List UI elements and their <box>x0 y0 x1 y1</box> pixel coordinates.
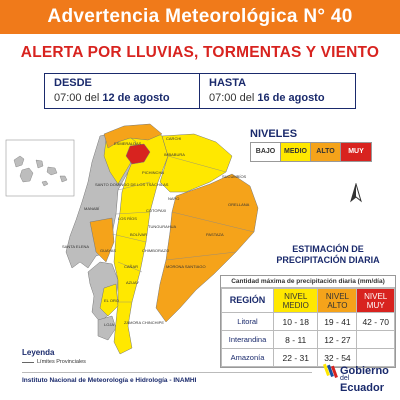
flag-stripes-icon <box>323 363 338 378</box>
label-guayas: GUAYAS <box>100 248 116 253</box>
row-alto: 12 - 27 <box>317 330 358 349</box>
region-muy <box>125 143 151 165</box>
legend-item: Límites Provinciales <box>22 359 86 365</box>
label-pastaza: PASTAZA <box>206 232 224 237</box>
label-zamora: ZAMORA CHINCHIPE <box>124 320 164 325</box>
logo-line3: Ecuador <box>340 382 385 394</box>
from-time: 07:00 del <box>54 92 100 104</box>
header-title: Advertencia Meteorológica N° 40 <box>47 6 353 27</box>
label-sto-domingo: SANTO DOMINGO DE LOS TSÁCHILAS <box>95 182 169 187</box>
level-alto-swatch: ALTO <box>311 143 341 161</box>
header-alto: NIVEL ALTO <box>317 288 358 313</box>
alert-title: ALERTA POR LLUVIAS, TORMENTAS Y VIENTO <box>20 44 380 61</box>
label-azuay: AZUAY <box>126 280 139 285</box>
label-santa-elena: SANTA ELENA <box>62 244 89 249</box>
to-column: HASTA 07:00 del 16 de agosto <box>200 74 355 108</box>
header-muy: NIVEL MUY <box>356 288 395 313</box>
label-cotopaxi: COTOPAXI <box>146 208 166 213</box>
label-imbabura: IMBABURA <box>164 152 185 157</box>
to-label: HASTA <box>209 77 247 89</box>
map-legend: Leyenda Límites Provinciales <box>22 348 86 365</box>
level-muy-swatch: MUY <box>341 143 371 161</box>
legend-item-label: Límites Provinciales <box>37 359 86 365</box>
table-row: Interandina 8 - 11 12 - 27 <box>221 330 395 349</box>
from-value: 07:00 del 12 de agosto <box>54 92 170 104</box>
row-medio: 8 - 11 <box>272 330 319 349</box>
north-arrow-icon <box>349 182 363 208</box>
to-time: 07:00 del <box>209 92 255 104</box>
row-medio: 10 - 18 <box>272 312 319 331</box>
label-canar: CAÑAR <box>124 264 138 269</box>
from-date: 12 de agosto <box>102 92 170 104</box>
label-orellana: ORELLANA <box>228 202 250 207</box>
precipitation-grid: REGIÓN NIVEL MEDIO NIVEL ALTO NIVEL MUY … <box>221 288 395 367</box>
page-header: Advertencia Meteorológica N° 40 <box>0 0 400 34</box>
row-region: Litoral <box>221 312 274 331</box>
logo-line1: Gobierno <box>340 365 389 377</box>
region-bajo-south <box>97 315 117 341</box>
table-caption: Cantidad máxima de precipitación diaria … <box>221 276 395 288</box>
from-column: DESDE 07:00 del 12 de agosto <box>45 74 200 108</box>
ecuador-map-svg: ESMERALDAS CARCHI IMBABURA SANTO DOMINGO… <box>5 123 259 355</box>
table-header-row: REGIÓN NIVEL MEDIO NIVEL ALTO NIVEL MUY <box>221 288 395 313</box>
row-alto: 19 - 41 <box>317 312 358 331</box>
logo-line2: del <box>340 375 350 382</box>
row-region: Amazonía <box>221 348 274 367</box>
warning-map: ESMERALDAS CARCHI IMBABURA SANTO DOMINGO… <box>0 112 400 362</box>
region-alto-coast <box>89 217 115 263</box>
row-muy <box>356 330 395 349</box>
region-alto-amazon <box>155 173 259 323</box>
label-morona: MORONA SANTIAGO <box>166 264 206 269</box>
label-esmeraldas: ESMERALDAS <box>114 141 142 146</box>
label-carchi: CARCHI <box>166 136 181 141</box>
province-boundaries <box>111 155 255 303</box>
header-region: REGIÓN <box>221 288 274 313</box>
date-range-box: DESDE 07:00 del 12 de agosto HASTA 07:00… <box>44 73 356 109</box>
row-region: Interandina <box>221 330 274 349</box>
level-bajo-swatch: BAJO <box>251 143 281 161</box>
region-alto-north <box>103 123 163 149</box>
row-alto: 32 - 54 <box>317 348 358 367</box>
institute-name: Instituto Nacional de Meteorología e Hid… <box>22 377 197 384</box>
estimation-title: ESTIMACIÓN DE PRECIPITACIÓN DIARIA <box>276 244 380 265</box>
table-row: Amazonía 22 - 31 32 - 54 <box>221 348 395 367</box>
from-label: DESDE <box>54 77 92 89</box>
levels-legend: NIVELES BAJO MEDIO ALTO MUY <box>250 128 372 162</box>
label-el-oro: EL ORO <box>104 298 119 303</box>
level-medio-swatch: MEDIO <box>281 143 311 161</box>
region-medio-south <box>99 283 119 317</box>
label-bolivar: BOLÍVAR <box>130 232 147 237</box>
label-chimborazo: CHIMBORAZO <box>142 248 169 253</box>
label-manabi: MANABÍ <box>84 206 100 211</box>
header-medio: NIVEL MEDIO <box>272 288 319 313</box>
boundary-line-icon <box>22 361 34 363</box>
legend-title: Leyenda <box>22 348 55 357</box>
gobierno-logo: Gobierno del Ecuador <box>322 360 396 398</box>
label-loja: LOJA <box>104 322 114 327</box>
levels-title: NIVELES <box>250 128 298 140</box>
label-tungurahua: TUNGURAHUA <box>148 224 177 229</box>
region-medio-amazon-north <box>159 133 233 193</box>
footer-divider <box>22 372 312 373</box>
galapagos-inset <box>5 139 75 197</box>
precipitation-table: Cantidad máxima de precipitación diaria … <box>220 275 396 368</box>
label-pichincha: PICHINCHA <box>142 170 164 175</box>
label-napo: NAPO <box>168 196 179 201</box>
levels-swatches: BAJO MEDIO ALTO MUY <box>250 142 372 162</box>
label-sucumbios: SUCUMBÍOS <box>222 174 247 179</box>
to-value: 07:00 del 16 de agosto <box>209 92 325 104</box>
row-medio: 22 - 31 <box>272 348 319 367</box>
label-los-rios: LOS RÍOS <box>118 216 137 221</box>
row-muy: 42 - 70 <box>356 312 395 331</box>
row-muy <box>356 348 395 367</box>
to-date: 16 de agosto <box>257 92 325 104</box>
table-row: Litoral 10 - 18 19 - 41 42 - 70 <box>221 312 395 331</box>
